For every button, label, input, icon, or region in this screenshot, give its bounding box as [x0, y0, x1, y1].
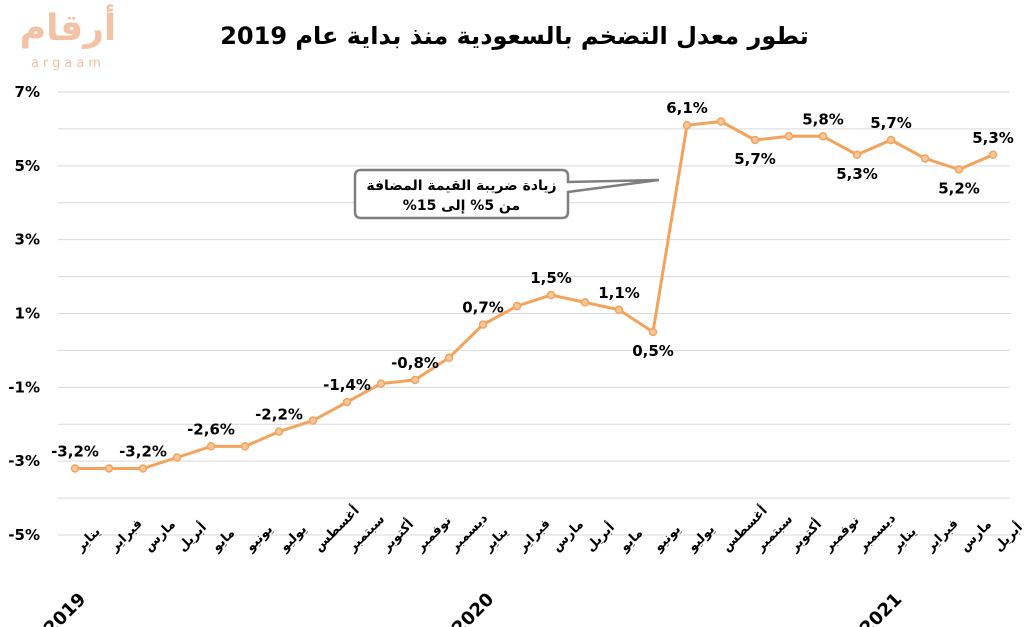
data-point — [580, 298, 590, 307]
series-line — [75, 120, 994, 470]
y-tick-label: -1% — [8, 378, 40, 396]
data-point — [988, 150, 998, 160]
x-tick-label: يوليو — [685, 522, 718, 555]
data-label: -0,8% — [391, 354, 439, 372]
x-tick-label: يناير — [481, 524, 512, 555]
data-label: -3,2% — [51, 443, 99, 461]
x-tick-label: نوفمبر — [821, 513, 863, 555]
x-tick-label: يونيو — [243, 522, 276, 555]
data-label: 6,1% — [666, 99, 708, 117]
x-tick-label: فبراير — [923, 516, 962, 555]
data-point — [444, 353, 454, 363]
callout-box — [353, 168, 660, 220]
y-tick-label: -3% — [8, 452, 40, 470]
x-year-label: 2019 — [40, 589, 90, 627]
data-point — [138, 464, 148, 473]
data-point — [784, 132, 794, 141]
data-label: -1,4% — [323, 376, 371, 394]
data-point — [886, 135, 896, 145]
data-point — [172, 453, 182, 462]
argaam-logo: أرقام argaam — [8, 8, 128, 78]
data-point — [478, 320, 488, 329]
data-point — [818, 132, 828, 141]
inflation-series — [70, 117, 998, 473]
x-tick-label: يونيو — [651, 522, 684, 555]
x-tick-label: فبراير — [515, 516, 554, 555]
data-point — [206, 442, 216, 451]
data-point — [512, 301, 522, 311]
x-tick-label: أبريل — [990, 519, 1026, 555]
x-tick-label: فبراير — [107, 516, 146, 555]
data-point — [308, 416, 318, 425]
x-tick-label: مارس — [549, 517, 587, 555]
y-tick-label: -5% — [8, 526, 40, 544]
x-tick-label: مايو — [209, 526, 239, 556]
data-point — [274, 427, 284, 436]
data-point — [376, 379, 386, 388]
data-label: 5,2% — [938, 180, 980, 198]
data-point — [750, 135, 760, 145]
data-label: 5,8% — [802, 110, 844, 128]
data-point — [70, 464, 80, 473]
x-tick-label: أبريل — [582, 519, 618, 555]
callout-line-1: زيادة ضريبة القيمة المضافة — [366, 178, 556, 194]
data-label: 5,3% — [836, 165, 878, 183]
x-tick-label: مايو — [617, 526, 647, 556]
x-tick-label: مارس — [141, 517, 179, 555]
data-labels: -3,2% -3,2% -2,6% -2,2% -1,4% -0,8% 0,7% 1,5% 1,… — [51, 99, 1014, 460]
data-label: -2,2% — [255, 406, 303, 424]
data-point — [716, 117, 726, 126]
x-tick-label: يناير — [889, 524, 920, 555]
callout-line-2: من 5% إلى 15% — [403, 198, 520, 214]
x-tick-label: يناير — [73, 524, 104, 555]
data-point — [954, 165, 964, 174]
data-point — [648, 327, 658, 337]
y-tick-label: 7% — [15, 83, 40, 101]
y-tick-label: 1% — [15, 305, 40, 323]
data-label: -3,2% — [119, 443, 167, 461]
data-point — [682, 120, 692, 130]
data-point — [410, 375, 420, 385]
data-label: 5,3% — [972, 129, 1014, 147]
data-point — [546, 290, 556, 300]
data-point — [104, 464, 114, 473]
y-tick-label: 5% — [15, 157, 40, 175]
y-tick-label: 3% — [15, 231, 40, 249]
data-label: 0,5% — [632, 342, 674, 360]
x-year-label: 2021 — [856, 589, 906, 627]
data-label: 1,5% — [530, 269, 572, 287]
x-tick-label: نوفمبر — [413, 513, 455, 555]
x-tick-label: أبريل — [174, 519, 210, 555]
y-axis: 7% 5% 3% 1% -1% -3% -5% — [8, 83, 40, 544]
x-year-label: 2020 — [448, 589, 498, 627]
data-point — [920, 154, 930, 163]
data-label: 5,7% — [870, 114, 912, 132]
logo-arabic-text: أرقام — [19, 8, 117, 49]
grid-lines — [58, 91, 1010, 536]
data-label: 0,7% — [462, 299, 504, 317]
data-point — [614, 305, 624, 315]
data-label: -2,6% — [187, 420, 235, 438]
data-label: 5,7% — [734, 150, 776, 168]
data-label: 1,1% — [598, 284, 640, 302]
chart-title: تطور معدل التضخم بالسعودية منذ بداية عام… — [220, 22, 809, 50]
annotation-callout: زيادة ضريبة القيمة المضافة من 5% إلى 15% — [353, 168, 660, 220]
x-tick-label: مارس — [957, 517, 995, 555]
logo-latin-text: argaam — [31, 56, 105, 71]
x-tick-label: يوليو — [277, 522, 310, 555]
data-point — [342, 397, 352, 407]
data-point — [852, 150, 862, 160]
data-point — [240, 442, 250, 451]
